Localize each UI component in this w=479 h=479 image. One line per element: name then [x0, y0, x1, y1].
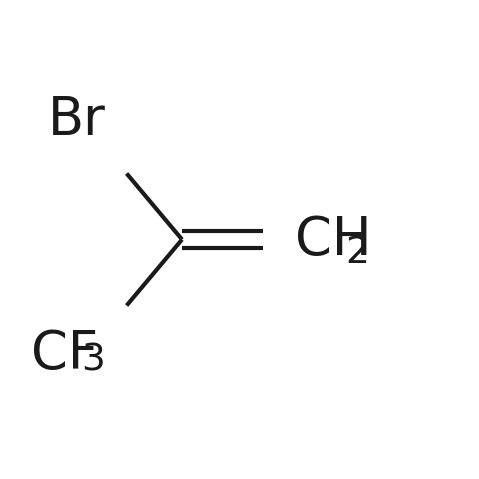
Text: CF: CF [31, 328, 98, 380]
Text: Br: Br [48, 94, 106, 146]
Text: 2: 2 [345, 235, 369, 271]
Text: CH: CH [295, 214, 371, 265]
Text: 3: 3 [81, 342, 105, 378]
